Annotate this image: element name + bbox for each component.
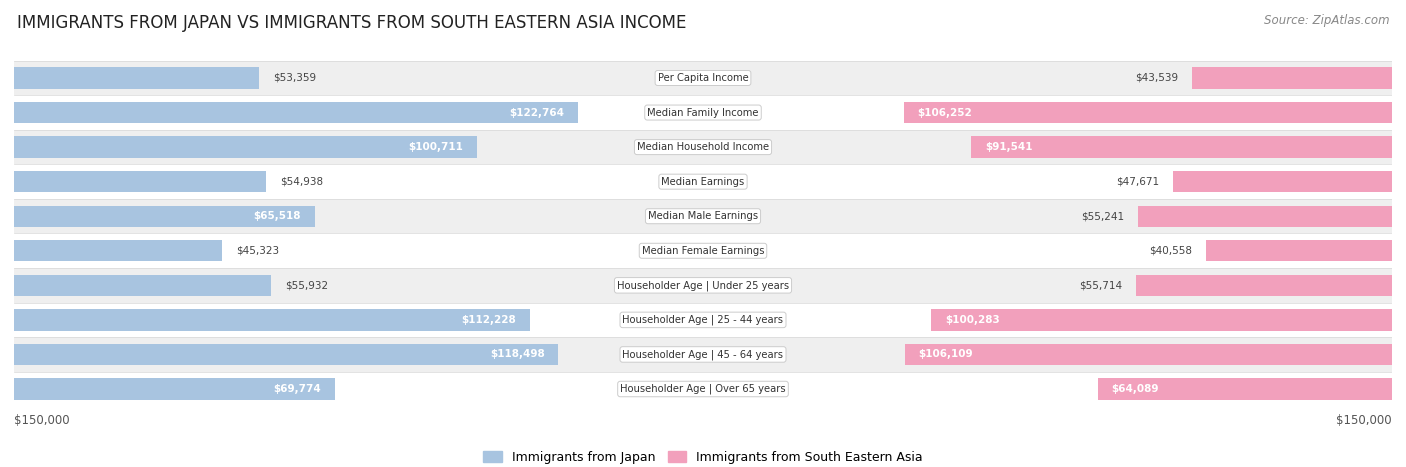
Bar (972, 136, 1392, 158)
Text: $106,109: $106,109 (918, 349, 973, 360)
Text: $55,241: $55,241 (1081, 211, 1125, 221)
Text: $45,323: $45,323 (236, 246, 280, 256)
Bar (931, 309, 1392, 331)
Text: $150,000: $150,000 (14, 414, 70, 427)
Text: $122,764: $122,764 (509, 107, 564, 118)
Text: $106,252: $106,252 (918, 107, 973, 118)
Text: $55,932: $55,932 (285, 280, 328, 290)
Bar (14, 240, 222, 262)
Text: $100,711: $100,711 (408, 142, 463, 152)
Bar (1139, 205, 1392, 227)
Text: $112,228: $112,228 (461, 315, 516, 325)
Text: $100,283: $100,283 (945, 315, 1000, 325)
Text: $69,774: $69,774 (273, 384, 321, 394)
Bar (1206, 240, 1392, 262)
Legend: Immigrants from Japan, Immigrants from South Eastern Asia: Immigrants from Japan, Immigrants from S… (478, 446, 928, 467)
Text: $55,714: $55,714 (1080, 280, 1122, 290)
Text: $47,671: $47,671 (1116, 177, 1159, 187)
Bar (14, 205, 315, 227)
Text: Householder Age | Under 25 years: Householder Age | Under 25 years (617, 280, 789, 290)
Bar (14, 303, 1392, 337)
Bar (1192, 67, 1392, 89)
Text: $150,000: $150,000 (1336, 414, 1392, 427)
Bar (904, 344, 1392, 365)
Text: $64,089: $64,089 (1111, 384, 1159, 394)
Bar (14, 268, 1392, 303)
Text: Median Earnings: Median Earnings (661, 177, 745, 187)
Bar (14, 372, 1392, 406)
Text: Median Household Income: Median Household Income (637, 142, 769, 152)
Bar (14, 102, 578, 123)
Bar (1136, 275, 1392, 296)
Text: $54,938: $54,938 (280, 177, 323, 187)
Text: $65,518: $65,518 (253, 211, 301, 221)
Bar (14, 337, 1392, 372)
Bar (14, 234, 1392, 268)
Text: Median Family Income: Median Family Income (647, 107, 759, 118)
Text: $118,498: $118,498 (489, 349, 544, 360)
Bar (14, 95, 1392, 130)
Bar (1098, 378, 1392, 400)
Text: $53,359: $53,359 (273, 73, 316, 83)
Bar (14, 130, 1392, 164)
Text: IMMIGRANTS FROM JAPAN VS IMMIGRANTS FROM SOUTH EASTERN ASIA INCOME: IMMIGRANTS FROM JAPAN VS IMMIGRANTS FROM… (17, 14, 686, 32)
Bar (14, 164, 1392, 199)
Text: Median Male Earnings: Median Male Earnings (648, 211, 758, 221)
Bar (14, 344, 558, 365)
Bar (1173, 171, 1392, 192)
Text: $91,541: $91,541 (986, 142, 1033, 152)
Bar (14, 61, 1392, 95)
Bar (14, 171, 266, 192)
Bar (14, 67, 259, 89)
Text: $40,558: $40,558 (1149, 246, 1192, 256)
Text: Householder Age | Over 65 years: Householder Age | Over 65 years (620, 384, 786, 394)
Bar (14, 378, 335, 400)
Bar (14, 275, 271, 296)
Bar (14, 309, 530, 331)
Text: Median Female Earnings: Median Female Earnings (641, 246, 765, 256)
Text: Householder Age | 25 - 44 years: Householder Age | 25 - 44 years (623, 315, 783, 325)
Text: Householder Age | 45 - 64 years: Householder Age | 45 - 64 years (623, 349, 783, 360)
Bar (14, 136, 477, 158)
Text: Source: ZipAtlas.com: Source: ZipAtlas.com (1264, 14, 1389, 27)
Text: $43,539: $43,539 (1135, 73, 1178, 83)
Bar (14, 199, 1392, 234)
Text: Per Capita Income: Per Capita Income (658, 73, 748, 83)
Bar (904, 102, 1392, 123)
